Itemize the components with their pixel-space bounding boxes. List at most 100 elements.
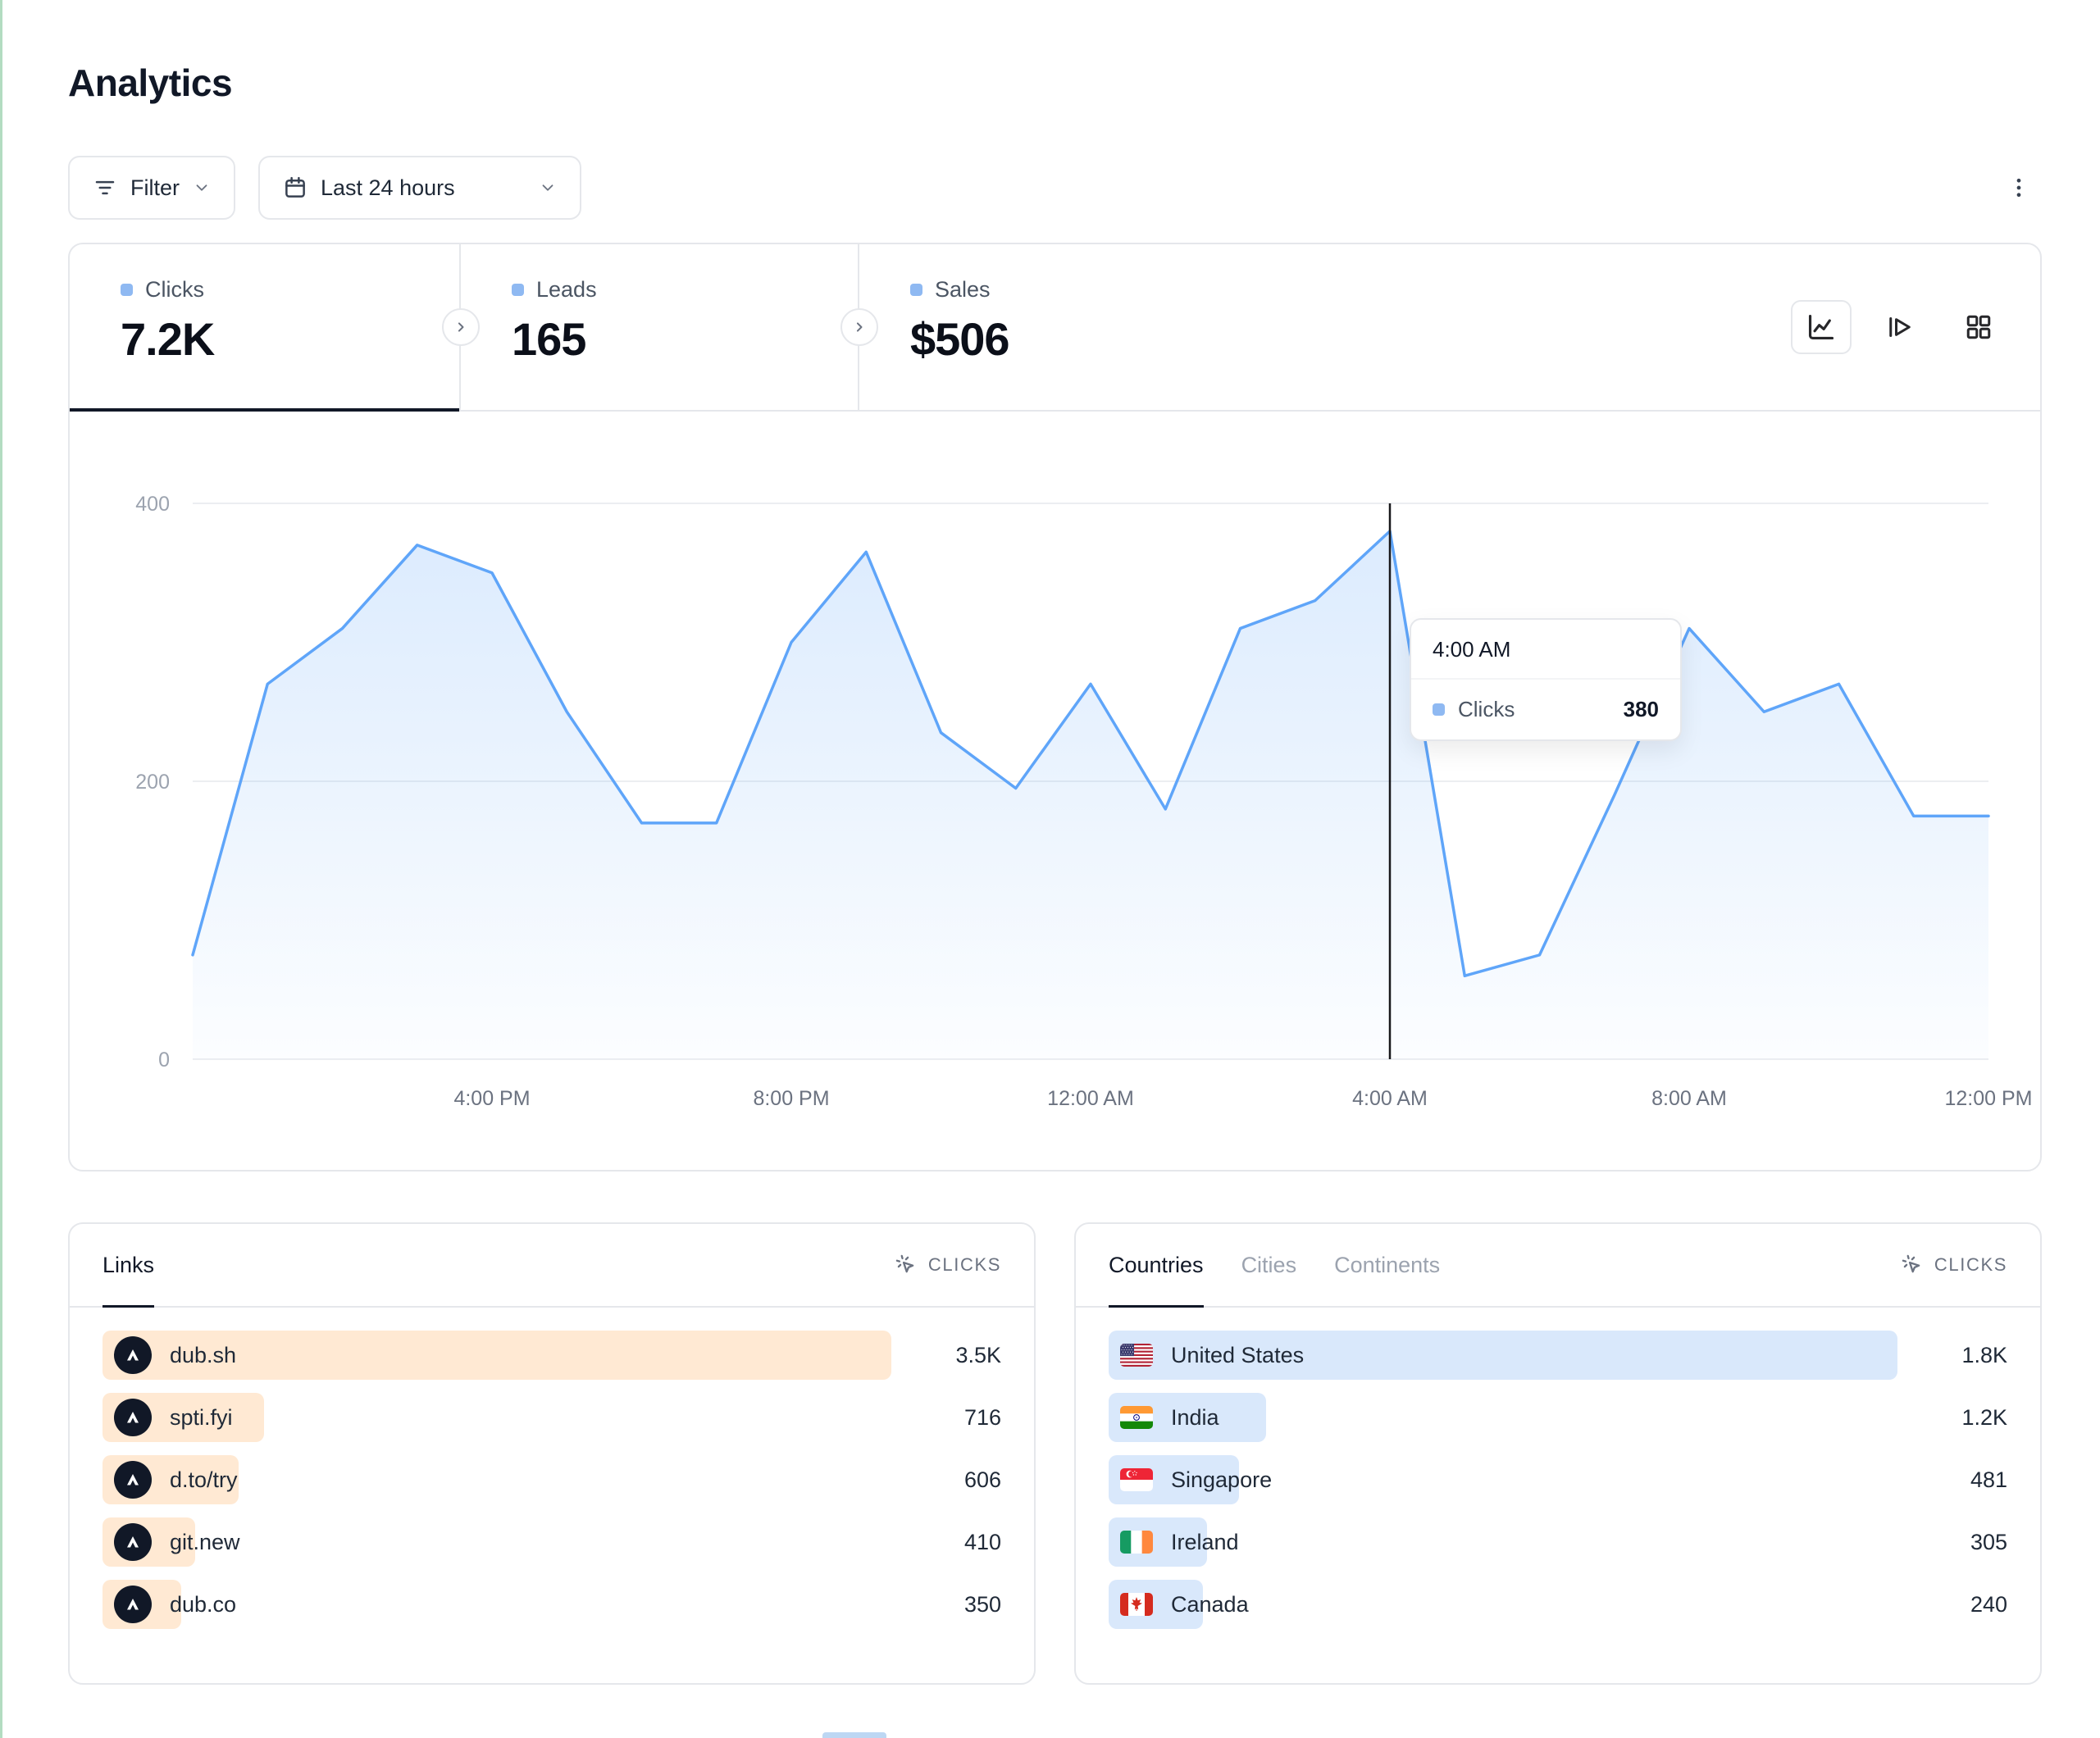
cursor-click-icon [895,1254,914,1273]
item-value: 716 [963,1404,1001,1430]
more-options-button[interactable] [1996,162,2042,214]
bar-area: Singapore [1109,1455,1897,1504]
date-range-label: Last 24 hours [321,175,455,200]
date-range-button[interactable]: Last 24 hours [258,156,581,220]
country-row[interactable]: India 1.2K [1109,1393,2007,1442]
item-label: United States [1171,1342,1305,1367]
bar-area: India [1109,1393,1897,1442]
clicks-time-series-chart[interactable]: 0 200 400 4:00 PM 8:00 PM 12:00 AM 4:00 AM 8:00… [70,412,2040,1170]
flag-ie-icon [1120,1531,1153,1554]
chevron-right-icon [458,322,464,332]
stat-tab-clicks[interactable]: Clicks 7.2K [70,244,461,412]
flag-ca-icon [1120,1593,1153,1616]
svg-text:12:00 AM: 12:00 AM [1047,1087,1134,1110]
chevron-down-icon [193,179,211,197]
value-bar [102,1331,891,1380]
tab-links[interactable]: Links [102,1224,155,1308]
item-label: git.new [170,1529,240,1554]
bar-area: spti.fyi [102,1393,891,1442]
stat-label-row: Clicks [121,277,459,303]
item-label: Singapore [1171,1467,1273,1492]
grid-icon [1966,315,1991,339]
item-label: d.to/try [170,1467,238,1492]
stat-tab-leads[interactable]: Leads 165 [461,244,859,410]
link-row[interactable]: git.new 410 [102,1517,1001,1567]
links-panel: Links CLICKS dub.sh 3.5K spti.fyi 716 d.to/t… [68,1222,1036,1685]
item-value: 410 [963,1529,1001,1554]
analytics-page: Analytics Filter Last 24 hours [68,61,2042,1685]
svg-text:8:00 PM: 8:00 PM [753,1087,829,1110]
bar-area: d.to/try [102,1455,891,1504]
row-content: dub.sh [102,1336,236,1374]
country-row[interactable]: Singapore 481 [1109,1455,2007,1504]
item-label: dub.sh [170,1342,237,1367]
page-left-edge-accent [0,0,2,1738]
link-row[interactable]: spti.fyi 716 [102,1393,1001,1442]
bar-area: dub.sh [102,1331,891,1380]
area-chart[interactable]: 0 200 400 4:00 PM 8:00 PM 12:00 AM 4:00 AM 8:00… [70,412,2040,1170]
stat-tab-sales[interactable]: Sales $506 [859,244,2040,410]
item-value: 606 [963,1467,1001,1492]
item-label: Ireland [1171,1529,1239,1554]
clicks-legend-dot [121,284,133,296]
link-row[interactable]: dub.co 350 [102,1580,1001,1629]
svg-text:8:00 AM: 8:00 AM [1651,1087,1727,1110]
stat-label: Sales [935,277,991,302]
bar-area: Canada [1109,1580,1897,1629]
scroll-accent [822,1732,886,1738]
country-row[interactable]: Canada 240 [1109,1580,2007,1629]
filter-button[interactable]: Filter [68,156,235,220]
chevron-right-icon [856,322,863,332]
link-favicon [114,1523,152,1561]
item-value: 1.8K [1961,1342,2007,1367]
table-view-button[interactable] [1948,300,2009,354]
chart-view-toolbar [1791,300,2009,354]
metric-selector[interactable]: CLICKS [895,1253,1001,1276]
dub-logo-icon [127,1474,139,1485]
row-content: d.to/try [102,1461,238,1499]
stat-label: Leads [536,277,597,302]
filter-icon [93,175,117,200]
item-value: 240 [1970,1591,2007,1617]
svg-text:200: 200 [135,771,170,794]
item-value: 3.5K [955,1342,1001,1367]
flag-in-icon [1120,1406,1153,1429]
link-row[interactable]: dub.sh 3.5K [102,1331,1001,1380]
stat-value: 165 [512,313,586,365]
line-chart-view-button[interactable] [1791,300,1852,354]
tab-continents[interactable]: Continents [1334,1252,1441,1277]
dub-logo-icon [127,1349,139,1361]
link-favicon [114,1336,152,1374]
chevron-down-icon [539,179,557,197]
stat-expand-chevron[interactable] [442,308,480,346]
funnel-view-button[interactable] [1870,300,1930,354]
stat-expand-chevron[interactable] [840,308,878,346]
country-row[interactable]: United States 1.8K [1109,1331,2007,1380]
item-label: Canada [1171,1591,1249,1617]
link-favicon [114,1586,152,1623]
row-content: Singapore [1109,1467,1272,1493]
stat-value: $506 [910,313,1010,365]
page-title: Analytics [68,61,233,104]
row-content: United States [1109,1343,1304,1368]
row-content: dub.co [102,1586,236,1623]
metric-label: CLICKS [927,1254,1001,1275]
countries-list: United States 1.8K India 1.2K Singapore 481 Ir… [1076,1308,2040,1629]
dub-logo-icon [127,1412,139,1423]
bar-area: United States [1109,1331,1897,1380]
country-row[interactable]: Ireland 305 [1109,1517,2007,1567]
tab-cities[interactable]: Cities [1241,1252,1297,1277]
value-bar [1109,1331,1897,1380]
metric-selector[interactable]: CLICKS [1901,1253,2007,1276]
svg-text:0: 0 [158,1049,170,1071]
tab-countries[interactable]: Countries [1109,1224,1204,1308]
toolbar: Filter Last 24 hours [68,156,2042,220]
stat-label-row: Leads [512,277,858,303]
countries-panel-tabs: Countries Cities Continents [1109,1224,1441,1308]
metric-label: CLICKS [1934,1254,2007,1275]
item-value: 1.2K [1961,1404,2007,1430]
stat-label-row: Sales [910,277,2040,303]
link-row[interactable]: d.to/try 606 [102,1455,1001,1504]
flag-us-icon [1120,1344,1153,1367]
row-content: India [1109,1405,1219,1431]
